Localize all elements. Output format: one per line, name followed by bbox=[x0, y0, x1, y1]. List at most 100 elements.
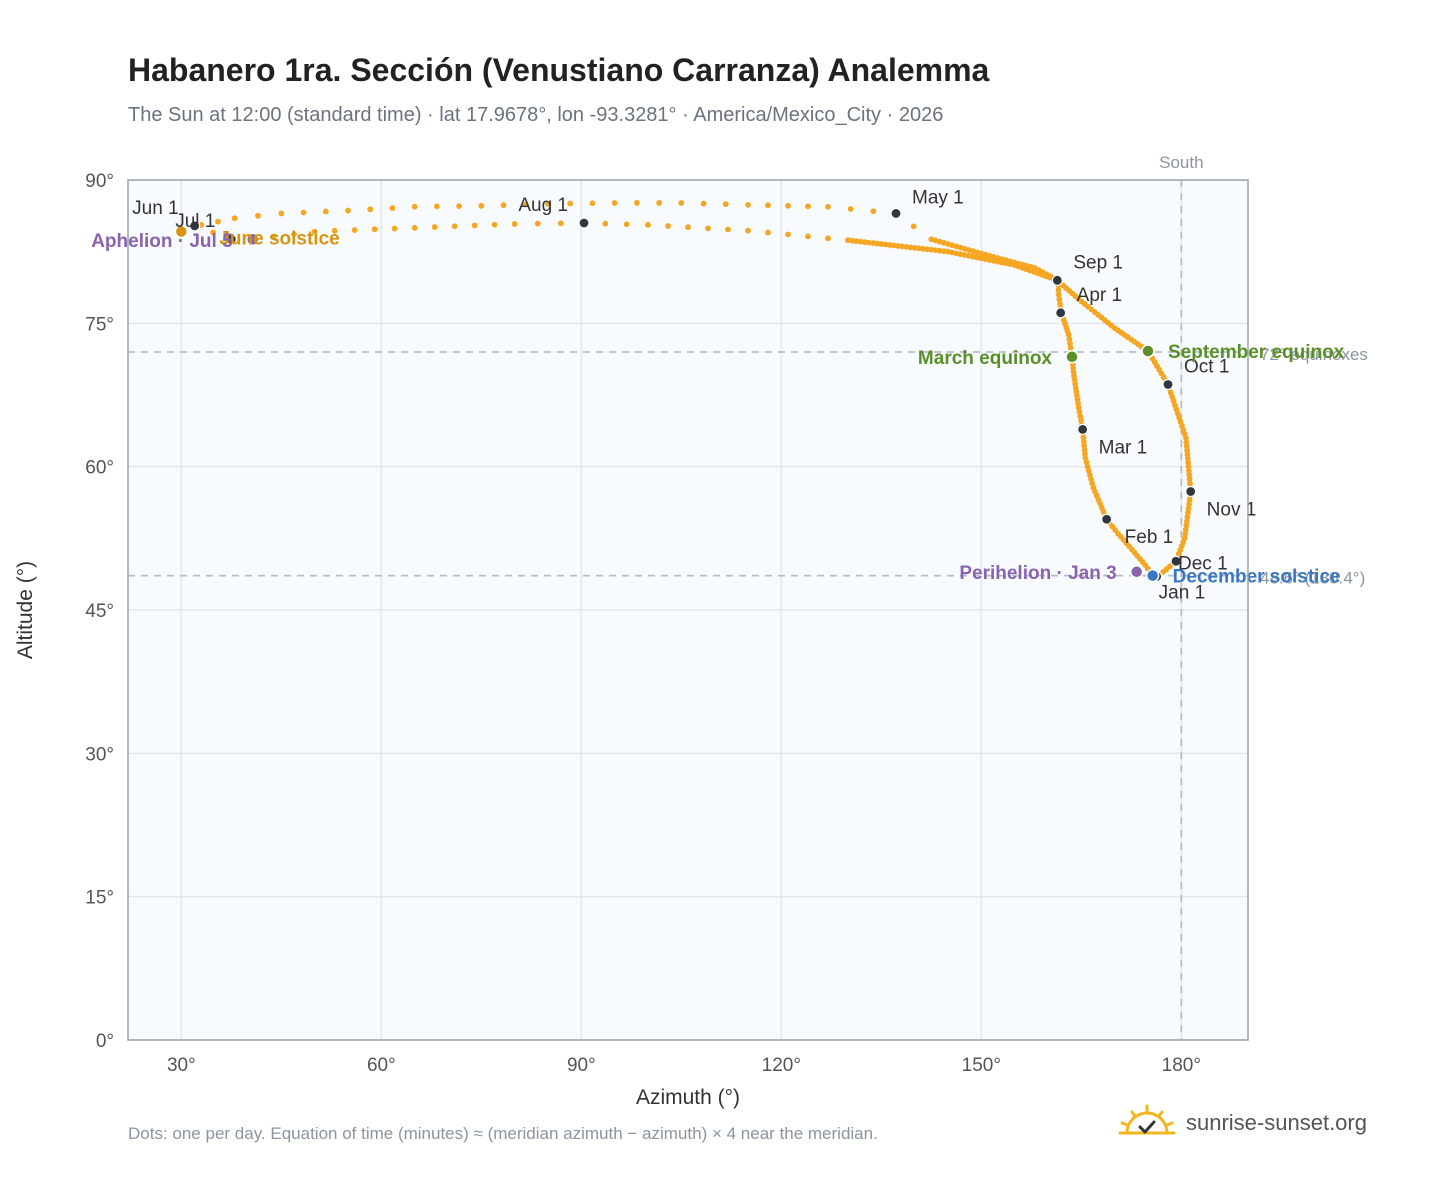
daily-sun-dot bbox=[491, 221, 498, 228]
daily-sun-dot bbox=[633, 200, 640, 206]
daily-sun-dot bbox=[391, 225, 398, 232]
month-marker[interactable] bbox=[1162, 378, 1174, 391]
daily-sun-dot bbox=[371, 226, 378, 233]
daily-sun-dot bbox=[511, 221, 518, 227]
daily-sun-dot bbox=[545, 200, 551, 207]
x-tick-label: 150° bbox=[962, 1055, 1001, 1076]
daily-sun-dot bbox=[722, 201, 729, 208]
daily-sun-dot bbox=[1185, 509, 1191, 516]
y-tick-label: 90° bbox=[85, 171, 114, 192]
event-marker[interactable] bbox=[245, 232, 260, 246]
daily-sun-dot bbox=[1183, 518, 1190, 525]
chart-title: Habanero 1ra. Sección (Venustiano Carran… bbox=[128, 52, 990, 88]
daily-sun-dot bbox=[1076, 408, 1083, 415]
daily-sun-dot bbox=[805, 203, 811, 210]
month-label: Oct 1 bbox=[1184, 356, 1229, 377]
daily-sun-dot bbox=[534, 220, 541, 227]
daily-sun-dot bbox=[611, 200, 618, 206]
daily-sun-dot bbox=[231, 215, 238, 222]
daily-sun-dot bbox=[623, 221, 630, 228]
event-marker[interactable] bbox=[174, 224, 189, 239]
daily-sun-dot bbox=[451, 223, 458, 230]
month-marker[interactable] bbox=[1170, 555, 1182, 567]
x-tick-label: 120° bbox=[762, 1055, 801, 1076]
daily-sun-dot bbox=[210, 229, 216, 236]
month-marker[interactable] bbox=[225, 233, 237, 245]
month-label: Jun 1 bbox=[132, 198, 178, 219]
month-label: Nov 1 bbox=[1207, 500, 1257, 521]
daily-sun-dot bbox=[805, 233, 811, 240]
daily-sun-dot bbox=[311, 228, 318, 235]
month-marker[interactable] bbox=[189, 220, 201, 232]
daily-sun-dot bbox=[1185, 505, 1192, 512]
month-marker[interactable] bbox=[1055, 307, 1067, 319]
month-marker[interactable] bbox=[1185, 485, 1197, 498]
daily-sun-dot bbox=[1055, 286, 1062, 293]
daily-sun-dot bbox=[345, 207, 351, 214]
daily-sun-dot bbox=[910, 223, 917, 230]
daily-sun-dot bbox=[478, 202, 485, 209]
daily-sun-dot bbox=[870, 208, 877, 215]
daily-sun-dot bbox=[278, 210, 285, 217]
daily-sun-dot bbox=[1077, 413, 1084, 420]
daily-sun-dot bbox=[785, 231, 791, 238]
month-marker[interactable] bbox=[1051, 274, 1063, 286]
event-marker[interactable] bbox=[1145, 568, 1160, 583]
y-axis-label: Altitude (°) bbox=[14, 561, 37, 659]
event-label: Perihelion · Jan 3 bbox=[959, 563, 1116, 584]
daily-sun-dot bbox=[785, 202, 791, 209]
event-marker[interactable] bbox=[1129, 565, 1144, 579]
event-label: December solstice bbox=[1173, 567, 1341, 588]
month-label: Jan 1 bbox=[1159, 583, 1205, 604]
daily-sun-dot bbox=[825, 203, 831, 210]
daily-sun-dot bbox=[1067, 340, 1073, 347]
y-tick-label: 30° bbox=[85, 744, 114, 765]
daily-sun-dot bbox=[847, 206, 854, 212]
y-tick-label: 15° bbox=[85, 888, 114, 909]
month-marker[interactable] bbox=[1077, 423, 1089, 435]
event-label: June solstice bbox=[219, 229, 339, 250]
daily-sun-dot bbox=[1182, 526, 1189, 533]
event-marker[interactable] bbox=[1065, 350, 1079, 364]
x-tick-label: 90° bbox=[567, 1055, 596, 1076]
daily-sun-dot bbox=[645, 222, 651, 228]
daily-sun-dot bbox=[589, 200, 596, 207]
daily-sun-dot bbox=[1066, 336, 1073, 343]
daily-sun-dot bbox=[656, 200, 663, 206]
daily-sun-dot bbox=[300, 209, 307, 216]
event-marker[interactable] bbox=[1141, 344, 1155, 358]
event-label: March equinox bbox=[918, 348, 1053, 369]
daily-sun-dot bbox=[367, 206, 374, 213]
footnote: Dots: one per day. Equation of time (min… bbox=[128, 1124, 878, 1143]
x-tick-label: 30° bbox=[167, 1055, 196, 1076]
daily-sun-dot bbox=[522, 201, 529, 208]
daily-sun-dot bbox=[291, 231, 297, 238]
daily-sun-dot bbox=[215, 218, 221, 225]
daily-sun-dot bbox=[351, 227, 358, 233]
daily-sun-dot bbox=[705, 225, 711, 232]
daily-sun-dot bbox=[411, 203, 418, 210]
daily-sun-dot bbox=[431, 224, 438, 230]
event-label: Aphelion · Jul 5 bbox=[91, 231, 233, 252]
month-label: Mar 1 bbox=[1099, 437, 1148, 458]
month-label: May 1 bbox=[912, 187, 964, 208]
daily-sun-dot bbox=[1078, 417, 1084, 424]
month-marker[interactable] bbox=[890, 207, 902, 220]
y-tick-label: 75° bbox=[85, 314, 114, 335]
reference-line-label: 48.6° (180.4°) bbox=[1260, 569, 1365, 588]
y-tick-label: 0° bbox=[96, 1031, 114, 1052]
event-label: September equinox bbox=[1168, 342, 1345, 363]
daily-sun-dot bbox=[725, 226, 731, 233]
chart-subtitle: The Sun at 12:00 (standard time) · lat 1… bbox=[128, 104, 944, 126]
daily-sun-dot bbox=[700, 200, 707, 207]
daily-sun-dot bbox=[1186, 497, 1193, 503]
x-axis-label: Azimuth (°) bbox=[636, 1086, 740, 1109]
y-tick-label: 45° bbox=[85, 601, 114, 622]
daily-sun-dot bbox=[665, 223, 671, 229]
month-marker[interactable] bbox=[1101, 513, 1113, 525]
month-label: Jul 1 bbox=[175, 211, 215, 232]
daily-sun-dot bbox=[1182, 531, 1189, 537]
brand-logo[interactable]: sunrise-sunset.org bbox=[1118, 1100, 1367, 1146]
brand-name[interactable]: sunrise-sunset.org bbox=[1186, 1110, 1367, 1135]
month-marker[interactable] bbox=[578, 217, 590, 229]
